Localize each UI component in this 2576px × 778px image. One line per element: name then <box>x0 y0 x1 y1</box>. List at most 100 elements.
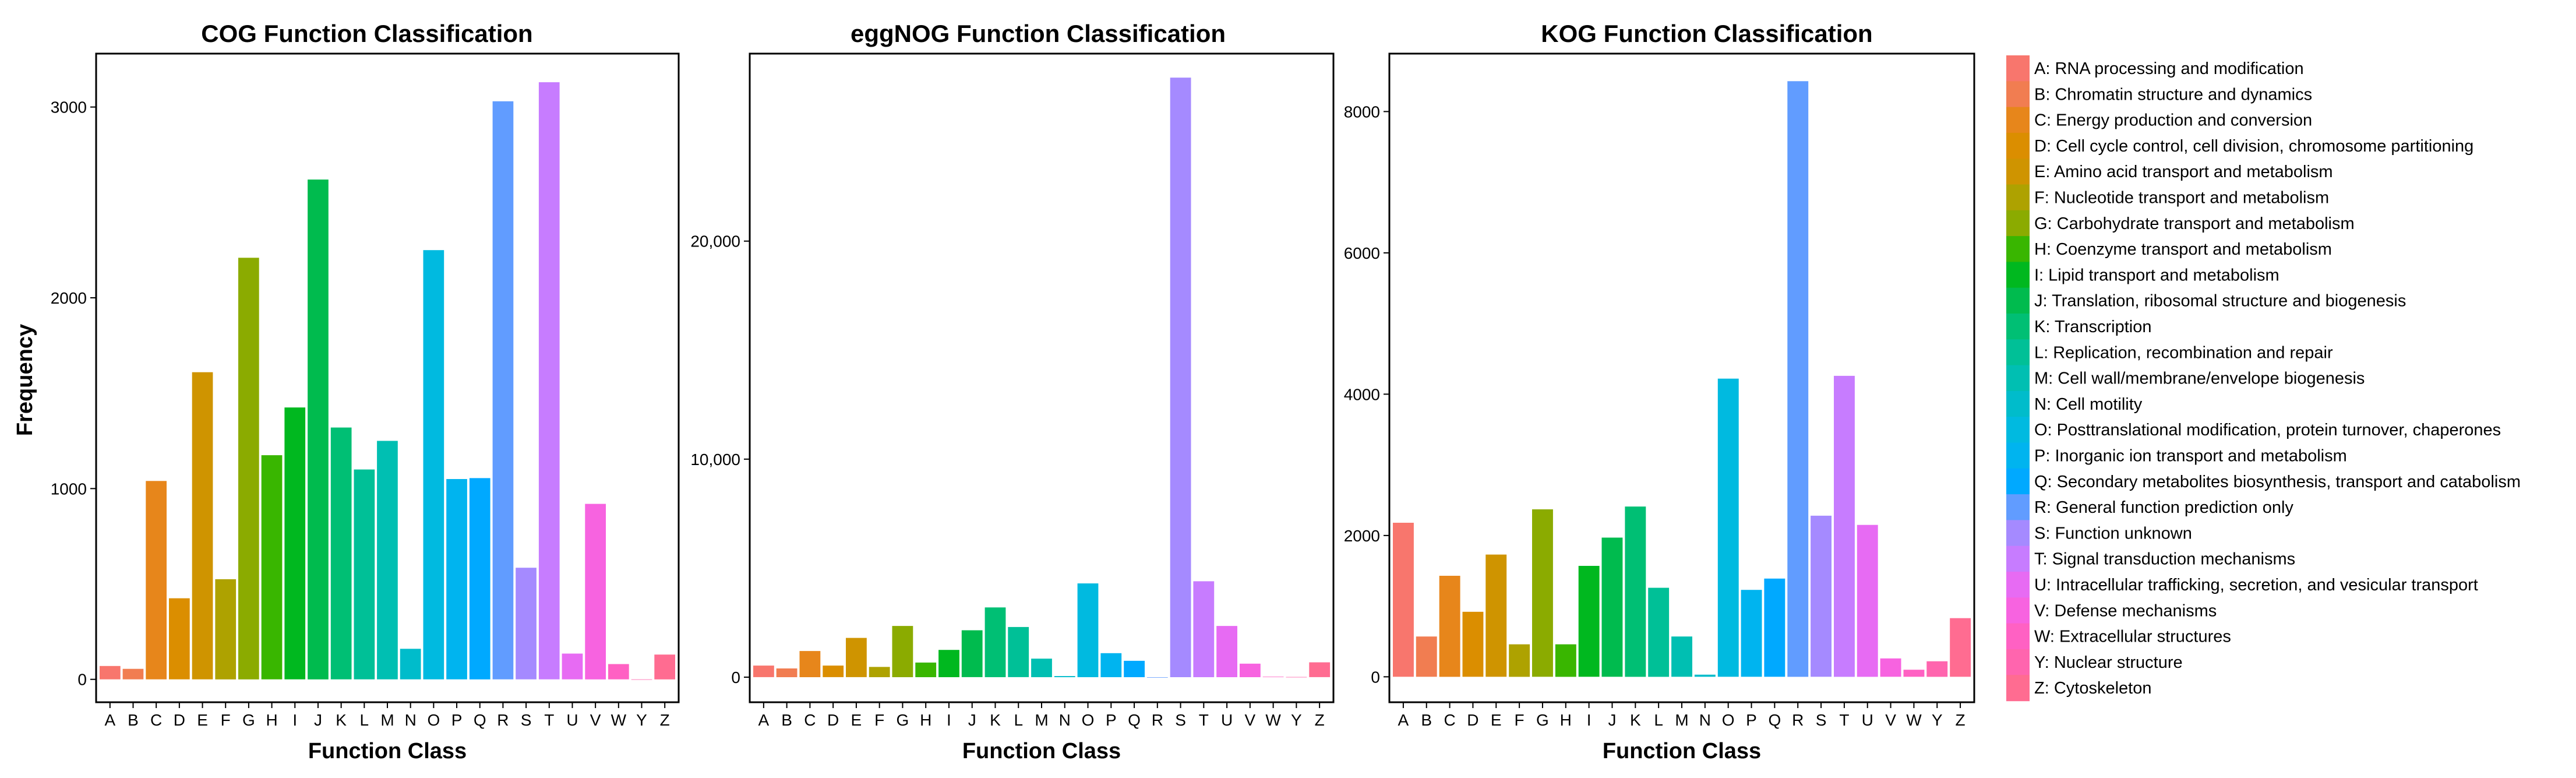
cog-bar-R <box>492 101 514 680</box>
kog-bar-H <box>1555 644 1576 677</box>
cog-bar-D <box>169 598 190 680</box>
legend-swatch-M <box>2006 365 2030 392</box>
kog-bar-U <box>1857 524 1878 677</box>
cog-x-tick-label: V <box>590 711 601 729</box>
eggnog-y-tick-label: 20,000 <box>690 233 740 251</box>
cog-x-tick-label: I <box>292 711 297 729</box>
legend-label-N: N: Cell motility <box>2034 395 2143 414</box>
cog-bar-Z <box>654 654 675 680</box>
eggnog-bar-L <box>1008 626 1029 677</box>
eggnog-x-axis-title: Function Class <box>962 739 1121 763</box>
eggnog-x-tick-label: N <box>1059 711 1071 729</box>
cog-bar-S <box>516 568 537 680</box>
cog-chart-title: COG Function Classification <box>201 20 532 47</box>
kog-x-tick-label: L <box>1654 711 1663 729</box>
eggnog-bar-Z <box>1309 662 1331 677</box>
cog-bar-P <box>446 479 467 680</box>
eggnog-bar-S <box>1170 78 1191 678</box>
kog-y-tick-label: 0 <box>1371 668 1380 686</box>
legend-label-C: C: Energy production and conversion <box>2034 111 2312 130</box>
legend-swatch-F <box>2006 184 2030 211</box>
kog-bar-L <box>1648 587 1670 677</box>
cog-x-tick-label: H <box>266 711 277 729</box>
legend-swatch-B <box>2006 81 2030 108</box>
legend-swatch-V <box>2006 597 2030 624</box>
eggnog-plot-frame <box>749 52 1335 703</box>
legend-swatch-Y <box>2006 649 2030 675</box>
legend-swatch-I <box>2006 262 2030 288</box>
cog-bar-H <box>261 455 283 680</box>
legend-label-F: F: Nucleotide transport and metabolism <box>2034 189 2329 207</box>
legend-label-P: P: Inorganic ion transport and metabolis… <box>2034 447 2347 466</box>
eggnog-bar-J <box>961 630 983 677</box>
cog-bar-B <box>122 668 144 680</box>
legend-label-J: J: Translation, ribosomal structure and … <box>2034 292 2406 311</box>
cog-bar-N <box>400 649 421 680</box>
cog-x-tick-label: C <box>150 711 162 729</box>
cog-x-tick-label: Q <box>474 711 486 729</box>
cog-bar-G <box>238 258 259 680</box>
legend-swatch-K <box>2006 314 2030 340</box>
kog-x-tick-label: T <box>1839 711 1849 729</box>
legend-label-T: T: Signal transduction mechanisms <box>2034 550 2295 569</box>
kog-x-tick-label: P <box>1746 711 1757 729</box>
cog-bar-V <box>585 504 606 680</box>
eggnog-x-tick-label: O <box>1082 711 1095 729</box>
kog-x-tick-label: Y <box>1932 711 1943 729</box>
kog-x-tick-label: J <box>1608 711 1616 729</box>
legend-swatch-S <box>2006 520 2030 547</box>
kog-x-tick-label: F <box>1515 711 1525 729</box>
legend-swatch-G <box>2006 210 2030 237</box>
legend-label-G: G: Carbohydrate transport and metabolism <box>2034 214 2355 233</box>
eggnog-bar-B <box>776 668 797 677</box>
legend-swatch-J <box>2006 287 2030 314</box>
eggnog-x-tick-label: B <box>781 711 792 729</box>
legend-swatch-W <box>2006 623 2030 650</box>
kog-bars <box>1393 81 1971 677</box>
kog-x-tick-label: B <box>1421 711 1432 729</box>
y-axis-title: Frequency <box>13 324 37 436</box>
cog-x-tick-label: L <box>360 711 369 729</box>
eggnog-x-tick-label: S <box>1175 711 1186 729</box>
kog-bar-O <box>1717 378 1739 677</box>
eggnog-x-tick-label: W <box>1265 711 1281 729</box>
cog-x-tick-label: U <box>566 711 578 729</box>
legend-swatch-E <box>2006 159 2030 185</box>
legend-swatch-A <box>2006 55 2030 82</box>
legend-swatch-U <box>2006 572 2030 598</box>
eggnog-x-tick-label: J <box>968 711 976 729</box>
cog-plot-frame <box>95 52 680 703</box>
eggnog-x-tick-label: R <box>1152 711 1163 729</box>
cog-bar-J <box>308 179 329 680</box>
cog-bar-M <box>377 441 398 680</box>
eggnog-x-tick-label: V <box>1245 711 1256 729</box>
cog-y-tick-label: 1000 <box>51 480 87 498</box>
kog-bar-B <box>1416 636 1437 677</box>
eggnog-bar-Q <box>1124 660 1145 677</box>
eggnog-bars <box>753 78 1331 678</box>
kog-plot-frame <box>1388 52 1975 703</box>
kog-x-tick-label: O <box>1722 711 1735 729</box>
legend-swatch-Z <box>2006 675 2030 702</box>
kog-y-tick-label: 2000 <box>1344 527 1380 545</box>
cog-x-tick-label: M <box>380 711 394 729</box>
legend-swatch-C <box>2006 107 2030 133</box>
cog-bar-I <box>284 407 306 680</box>
kog-x-tick-label: U <box>1862 711 1873 729</box>
kog-bar-Z <box>1950 618 1971 677</box>
kog-bar-R <box>1787 81 1809 677</box>
cog-y-tick-label: 2000 <box>51 289 87 307</box>
eggnog-bar-C <box>799 651 821 677</box>
cog-bar-L <box>354 469 375 680</box>
legend-swatch-D <box>2006 132 2030 159</box>
kog-bar-Q <box>1764 578 1785 677</box>
cog-x-axis-title: Function Class <box>308 739 467 763</box>
eggnog-bar-Y <box>1286 677 1307 678</box>
eggnog-bar-D <box>823 666 844 677</box>
eggnog-bar-H <box>915 662 937 677</box>
legend-label-E: E: Amino acid transport and metabolism <box>2034 163 2333 181</box>
eggnog-bar-M <box>1031 659 1052 677</box>
kog-bar-F <box>1509 644 1530 677</box>
